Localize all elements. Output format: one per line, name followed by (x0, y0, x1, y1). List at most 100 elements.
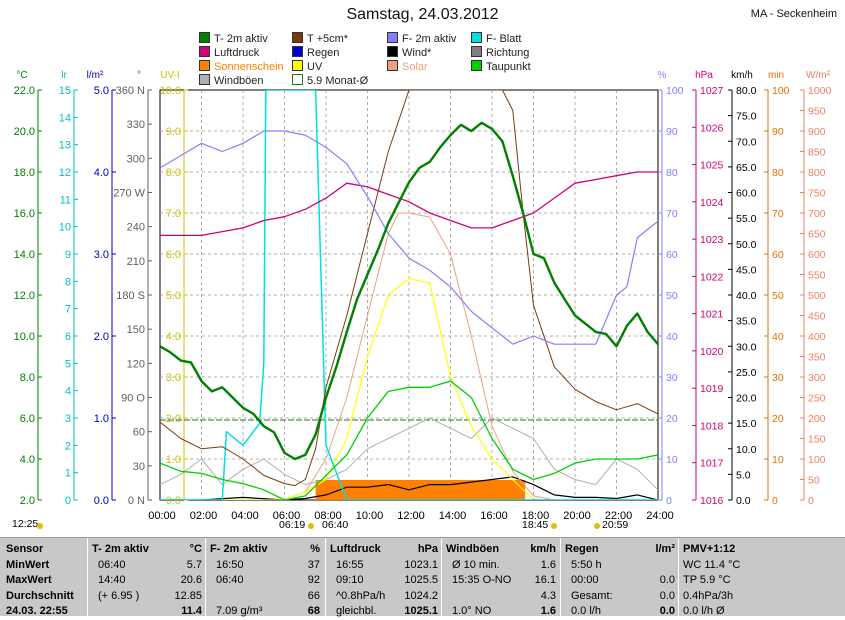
tick-label-press: 1020 (700, 346, 724, 358)
stats-row: 7.09 g/m³ 68 (210, 604, 320, 620)
stats-column: F- 2m aktiv% 16:50 37 06:40 92 66 7.09 g/m³ 68 (210, 542, 320, 620)
tick-label-solar: 1000 (808, 85, 832, 97)
tick-label-hum: 100 (666, 85, 684, 97)
stats-header-label: Regen (565, 543, 599, 555)
series-line (160, 90, 658, 487)
tick-label-blatt: 0 (65, 495, 71, 507)
sunshine-bar (315, 480, 526, 500)
stats-header: Luftdruck hPa (330, 542, 438, 558)
tick-label-dir: 150 (127, 324, 145, 336)
tick-label-blatt: 7 (65, 304, 71, 316)
stats-cell-label (92, 605, 98, 617)
stats-row: 5:50 h (565, 558, 675, 574)
stats-row: TP 5.9 °C (683, 573, 793, 589)
axis-unit-sun: min (768, 70, 784, 81)
legend-swatch (471, 60, 482, 71)
stats-cell-label: TP 5.9 °C (683, 574, 731, 586)
stats-cell-value: 4.3 (540, 589, 556, 602)
tick-label-rain: 3.0 (94, 249, 109, 261)
tick-label-solar: 950 (808, 106, 826, 118)
stats-separator (678, 538, 679, 616)
stats-header: Regen l/m² (565, 542, 675, 558)
stats-cell-label: 1.0° NO (452, 605, 492, 617)
tick-label-temp: 22.0 (14, 85, 35, 97)
tick-label-uv: 4.0 (166, 331, 181, 343)
tick-label-wind: 10.0 (736, 444, 757, 456)
stats-header-label: F- 2m aktiv (210, 543, 268, 555)
tick-label-wind: 0.0 (736, 495, 751, 507)
series-line (160, 90, 658, 500)
tick-label-solar: 600 (808, 249, 826, 261)
tick-label-wind: 60.0 (736, 188, 757, 200)
stats-cell-value: 20.6 (180, 574, 202, 586)
series-line (160, 380, 658, 500)
dusk-label: 20:59 (602, 519, 628, 531)
tick-label-solar: 850 (808, 147, 826, 159)
stats-header-unit: km/h (530, 543, 556, 555)
tick-label-hum: 60 (666, 249, 678, 261)
moonrise-label: 12:25 (12, 518, 38, 530)
stats-header: T- 2m aktiv °C (92, 542, 202, 558)
stats-cell-label: 7.09 g/m³ (216, 605, 263, 617)
stats-column: T- 2m aktiv °C 06:40 5.7 14:40 20.6 (+ 6.95 ) 1… (92, 542, 202, 620)
x-tick-label: 16:00 (480, 510, 508, 522)
tick-label-solar: 100 (808, 454, 826, 466)
stats-cell-label: 00:00 (571, 574, 599, 586)
tick-label-sun: 90 (772, 126, 784, 138)
stats-cell-value: 1.6 (540, 605, 556, 617)
stats-cell-label: 0.0 l/h Ø (683, 605, 725, 617)
tick-label-press: 1017 (700, 458, 724, 470)
legend-swatch (292, 32, 303, 43)
tick-label-dir: 330 (127, 119, 145, 131)
stats-row-label: 24.03. 22:55 (6, 605, 68, 617)
tick-label-press: 1026 (700, 122, 724, 134)
stats-row: Ø 10 min. 1.6 (446, 558, 556, 574)
legend-swatch (387, 46, 398, 57)
legend-item: F- 2m aktiv (387, 32, 456, 46)
legend-item: Luftdruck (199, 46, 259, 60)
legend-label: Windböen (214, 75, 264, 87)
tick-label-sun: 0 (772, 495, 778, 507)
stats-row: 66 (210, 589, 320, 605)
legend-swatch (199, 74, 210, 85)
stats-row-label: MaxWert (6, 574, 52, 586)
stats-cell-label: (+ 6.95 ) (98, 589, 140, 602)
tick-label-temp: 4.0 (20, 454, 35, 466)
tick-label-hum: 80 (666, 167, 678, 179)
tick-label-uv: 9.0 (166, 126, 181, 138)
stats-row: 16:55 1023.1 (330, 558, 438, 574)
legend-item: Wind* (387, 46, 431, 60)
stats-row: WC 11.4 °C (683, 558, 793, 574)
legend-item: T- 2m aktiv (199, 32, 268, 46)
tick-label-uv: 5.0 (166, 290, 181, 302)
tick-label-press: 1025 (700, 160, 724, 172)
tick-label-blatt: 3 (65, 413, 71, 425)
stats-column: Luftdruck hPa 16:55 1023.1 09:10 1025.5 ^0.8hP… (330, 542, 438, 620)
legend-item: Regen (292, 46, 339, 60)
stats-row: 0.4hPa/3h (683, 589, 793, 605)
tick-label-uv: 6.0 (166, 249, 181, 261)
stats-row: 24.03. 22:55 (6, 604, 86, 620)
tick-label-rain: 1.0 (94, 413, 109, 425)
tick-label-sun: 100 (772, 85, 790, 97)
tick-label-wind: 55.0 (736, 213, 757, 225)
axis-unit-dir: ° (137, 70, 141, 81)
stats-column: Windböen km/h Ø 10 min. 1.6 15:35 O-NO 16.1 4.… (446, 542, 556, 620)
axis-unit-uv: UV-I (160, 70, 179, 81)
stats-header-unit: % (310, 543, 320, 555)
tick-label-temp: 10.0 (14, 331, 35, 343)
legend-item: Taupunkt (471, 60, 531, 74)
tick-label-solar: 650 (808, 229, 826, 241)
tick-label-solar: 800 (808, 167, 826, 179)
stats-row: MaxWert (6, 573, 86, 589)
tick-label-solar: 0 (808, 495, 814, 507)
stats-separator (441, 538, 442, 616)
series-line (160, 417, 658, 491)
tick-label-press: 1016 (700, 495, 724, 507)
legend-item: 5.9 Monat-Ø (292, 74, 368, 88)
x-tick-label: 18:00 (522, 510, 550, 522)
sunrise-label: 06:19 (279, 519, 305, 531)
x-tick-label: 06:00 (273, 510, 301, 522)
chart-title: Samstag, 24.03.2012 (346, 6, 499, 23)
legend-item: Windböen (199, 74, 264, 88)
